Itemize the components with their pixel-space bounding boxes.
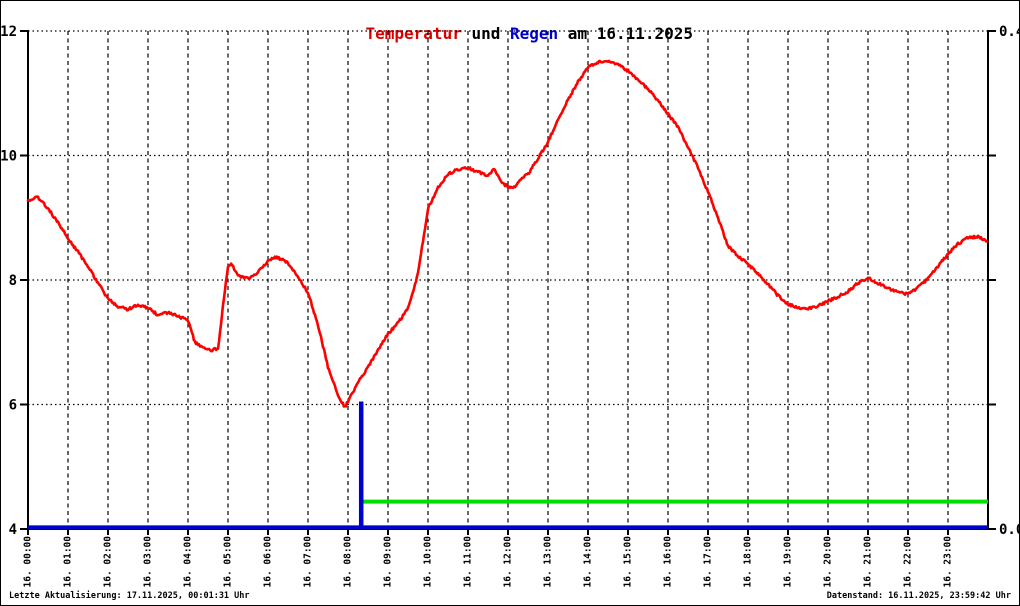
x-axis-tick-label: 16. 06:00 <box>263 536 274 588</box>
x-axis-tick-label: 16. 13:00 <box>543 536 554 588</box>
x-axis-tick-label: 16. 16:00 <box>663 536 674 588</box>
x-axis-tick-label: 16. 17:00 <box>703 536 714 588</box>
left-axis-tick-label: 10 <box>1 149 17 165</box>
title-word-temperatur: Temperatur <box>365 24 462 43</box>
x-axis-tick-label: 16. 05:00 <box>223 536 234 588</box>
x-axis-tick-label: 16. 18:00 <box>743 536 754 588</box>
title-word-und: und <box>461 24 510 43</box>
x-axis-tick-label: 16. 11:00 <box>463 536 474 588</box>
left-axis-tick-label: 6 <box>9 398 17 414</box>
x-axis-tick-label: 16. 00:00 <box>23 536 34 588</box>
temperature-line <box>26 59 989 408</box>
x-axis-tick-label: 16. 08:00 <box>343 536 354 588</box>
x-axis-tick-label: 16. 07:00 <box>303 536 314 588</box>
last-update-text: Letzte Aktualisierung: 17.11.2025, 00:01… <box>9 591 250 601</box>
x-axis-tick-label: 16. 15:00 <box>623 536 634 588</box>
x-axis-tick-label: 16. 02:00 <box>103 536 114 588</box>
x-axis-tick-label: 16. 23:00 <box>943 536 954 588</box>
x-axis-tick-label: 16. 22:00 <box>903 536 914 588</box>
x-axis-tick-label: 16. 21:00 <box>863 536 874 588</box>
x-axis-tick-label: 16. 20:00 <box>823 536 834 588</box>
x-axis-tick-label: 16. 14:00 <box>583 536 594 588</box>
left-axis-tick-label: 4 <box>9 522 17 538</box>
x-axis-tick-label: 16. 03:00 <box>143 536 154 588</box>
x-axis-tick-label: 16. 19:00 <box>783 536 794 588</box>
left-axis-tick-label: 8 <box>9 273 17 289</box>
x-axis-tick-label: 16. 01:00 <box>63 536 74 588</box>
chart-title: Temperatur und Regen am 16.11.2025 <box>1 5 1019 62</box>
left-axis-tick-label: 12 <box>1 24 17 40</box>
x-axis-tick-label: 16. 04:00 <box>183 536 194 588</box>
title-word-regen: Regen <box>510 24 559 43</box>
title-date: am 16.11.2025 <box>558 24 694 43</box>
x-axis-tick-label: 16. 12:00 <box>503 536 514 588</box>
data-state-text: Datenstand: 16.11.2025, 23:59:42 Uhr <box>826 591 1011 601</box>
x-axis-tick-label: 16. 10:00 <box>423 536 434 588</box>
x-axis-tick-label: 16. 09:00 <box>383 536 394 588</box>
right-axis-tick-label: 0.0 <box>999 522 1020 538</box>
right-axis-tick-label: 0.4 <box>999 24 1020 40</box>
